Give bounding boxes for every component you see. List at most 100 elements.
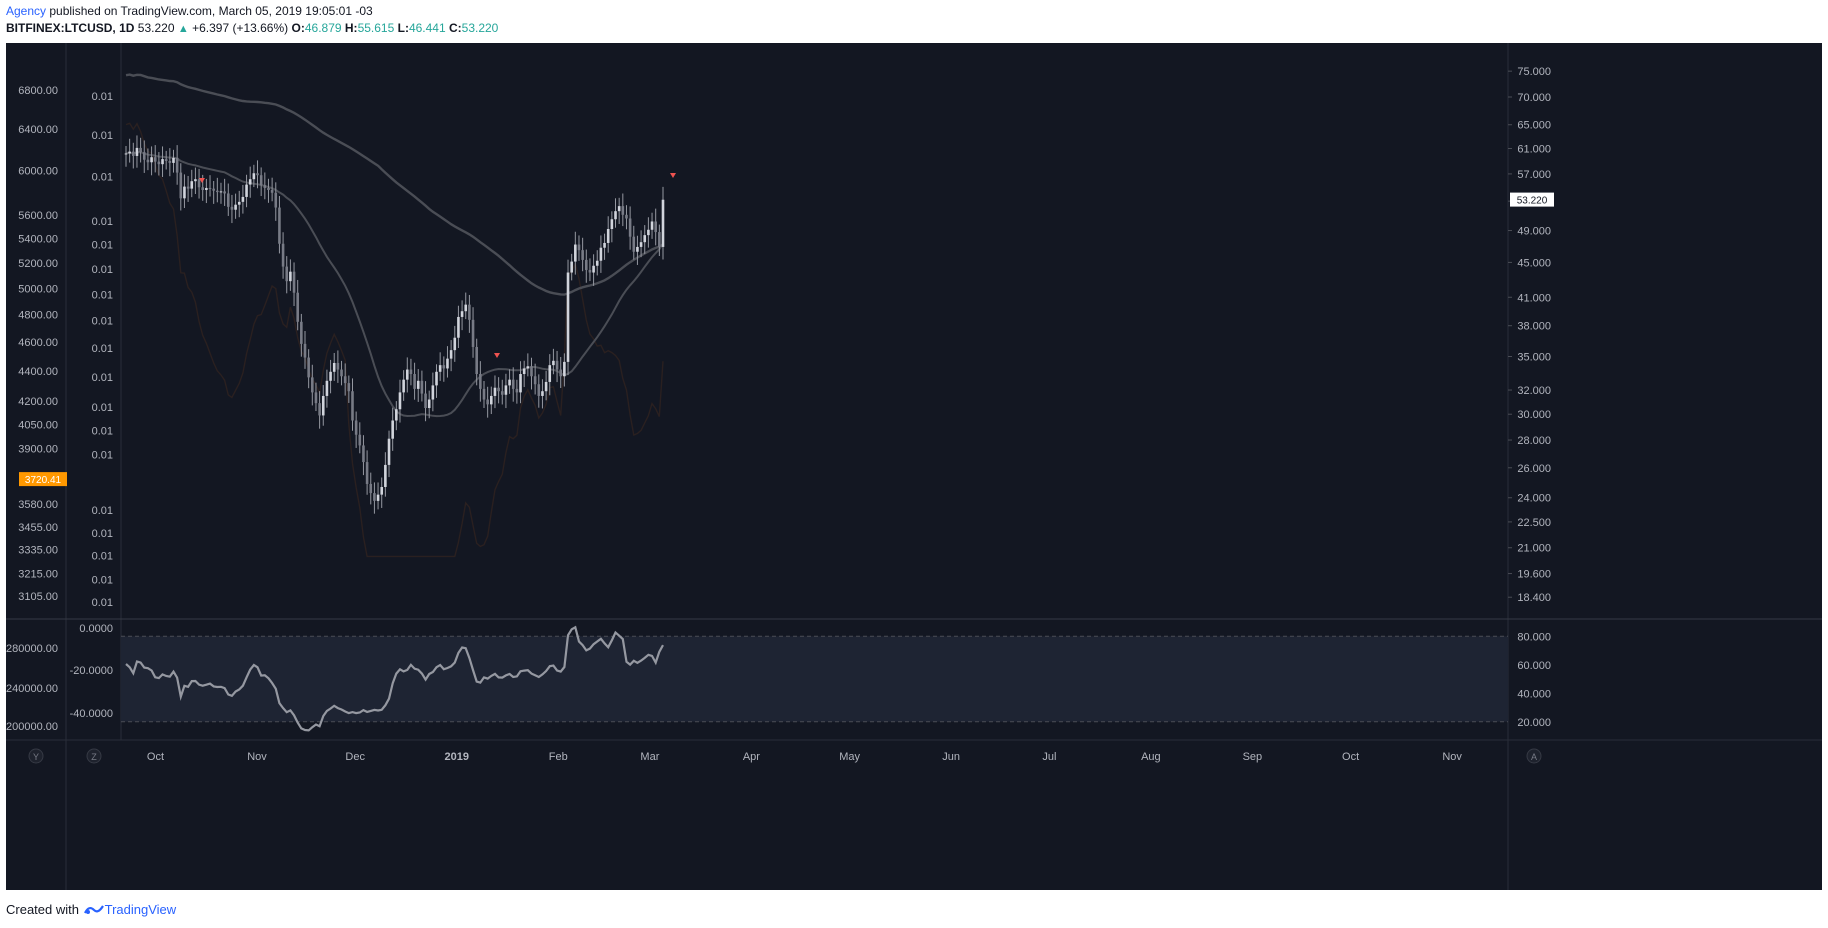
candle-body (548, 365, 552, 382)
candle-body (500, 391, 504, 395)
mid-axis-tick-label: 0.01 (92, 372, 113, 384)
mid-axis-tick-label: 0.01 (92, 528, 113, 540)
candle-body (380, 486, 384, 495)
right-axis-tick-label: 30.000 (1517, 409, 1551, 421)
open-label: O: (291, 21, 305, 35)
mid-axis-tick-label: 0.01 (92, 216, 113, 228)
candle-body (237, 201, 241, 205)
candle-body (230, 206, 234, 210)
z-button (86, 748, 102, 764)
candle-body (248, 179, 252, 185)
candle-body (555, 360, 559, 370)
candle-body (647, 229, 650, 236)
candle-body (398, 392, 402, 410)
candle-body (314, 392, 318, 404)
candle-body (438, 365, 442, 372)
right-axis-tick-label: 70.000 (1517, 92, 1551, 104)
candle-body (530, 366, 533, 377)
mid-axis-tick-label: 0.01 (92, 450, 113, 462)
candle-body (303, 343, 307, 358)
candle-body (223, 191, 226, 194)
footer: Created with TradingView (6, 902, 176, 919)
mid-axis-tick-label: 0.01 (92, 91, 113, 103)
author-link[interactable]: Agency (6, 4, 47, 18)
candle-body (387, 438, 391, 465)
candle-body (194, 179, 197, 182)
candle-body (311, 377, 314, 393)
x-axis-tick-label: Dec (345, 751, 365, 763)
high-value: 55.615 (357, 21, 395, 35)
right-axis-tick-label: 28.000 (1517, 435, 1551, 447)
x-axis-tick-label: 2019 (444, 751, 468, 763)
right-axis-tick-label: 24.000 (1517, 493, 1551, 505)
candle-body (628, 218, 632, 237)
low-value: 46.441 (408, 21, 446, 35)
change-value: +6.397 (+13.66%) (192, 21, 289, 35)
candle-body (515, 388, 519, 393)
right-axis-tick-label: 75.000 (1517, 66, 1551, 78)
mid-axis-tick-label: 0.01 (92, 264, 113, 276)
candle-body (164, 159, 168, 161)
candle-body (321, 395, 325, 416)
candle-body (493, 387, 497, 396)
x-axis-tick-label: Mar (640, 751, 659, 763)
candle-body (654, 221, 657, 233)
candle-body (595, 260, 599, 266)
candle-body (508, 379, 511, 386)
candle-body (289, 271, 292, 282)
right-axis-tick-label: 32.000 (1517, 385, 1551, 397)
overlay-series-line (125, 122, 664, 558)
rsi-right-tick-label: 80.000 (1517, 631, 1551, 643)
candle-body (376, 494, 380, 501)
right-axis-tick-label: 18.400 (1517, 592, 1551, 604)
mid-axis-tick-label: 0.01 (92, 172, 113, 184)
chart-background (6, 43, 1822, 890)
candle-body (479, 374, 482, 389)
candle-body (486, 399, 489, 405)
sub-left-tick-label: 240000.00 (6, 683, 58, 695)
candle-body (603, 242, 606, 248)
tradingview-brand-link[interactable]: TradingView (104, 902, 177, 917)
candle-body (157, 161, 161, 165)
tradingview-logo-icon (83, 902, 105, 919)
candle-body (168, 160, 172, 163)
candle-body (511, 379, 515, 389)
right-axis-tick-label: 22.500 (1517, 517, 1551, 529)
candle-body (526, 366, 530, 369)
up-arrow-icon: ▲ (177, 23, 189, 35)
created-with-text: Created with (6, 902, 79, 917)
candle-body (621, 206, 625, 215)
close-label: C: (448, 21, 462, 35)
candle-body (278, 207, 281, 244)
last-price-tag-label: 53.220 (1517, 196, 1548, 207)
mid-axis-tick-label: 0.01 (92, 240, 113, 252)
right-axis-tick-label: 19.600 (1517, 569, 1551, 581)
left-axis-tick-label: 4050.00 (18, 419, 58, 431)
open-value: 46.879 (304, 21, 342, 35)
candle-body (431, 385, 435, 400)
z-button-label: Z (91, 752, 97, 762)
candle-body (318, 403, 321, 416)
candle-body (413, 374, 416, 389)
candle-body (405, 369, 409, 380)
candle-body (256, 173, 259, 176)
candle-body (541, 391, 544, 396)
candle-body (205, 187, 208, 191)
right-axis-tick-label: 57.000 (1517, 169, 1551, 181)
candle-body (190, 181, 194, 189)
chart-canvas[interactable]: 75.00070.00065.00061.00057.00053.00049.0… (6, 43, 1822, 890)
candle-body (468, 304, 471, 320)
candle-body (581, 250, 584, 260)
candle-body (577, 244, 581, 251)
right-axis-tick-label: 65.000 (1517, 120, 1551, 132)
candle-body (464, 304, 468, 312)
x-axis-tick-label: Nov (1442, 751, 1462, 763)
mid-axis-tick-label: 0.01 (92, 289, 113, 301)
left-axis-tick-label: 6000.00 (18, 166, 58, 178)
candle-body (395, 409, 398, 421)
candle-body (329, 371, 332, 381)
left-axis-tick-label: 5400.00 (18, 234, 58, 246)
candle-body (124, 153, 128, 155)
candle-body (497, 387, 500, 392)
candle-body (325, 380, 329, 396)
